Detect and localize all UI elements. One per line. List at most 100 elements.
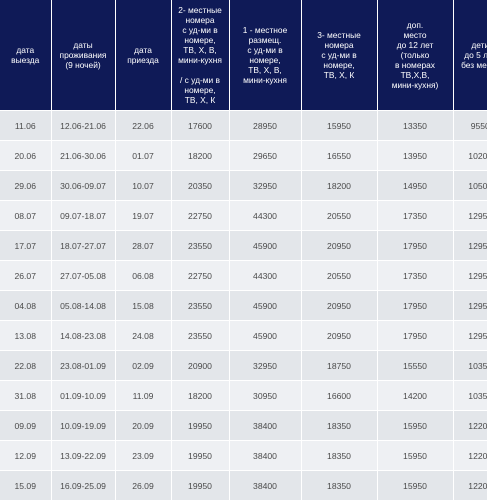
table-cell: 24.08: [115, 321, 171, 351]
table-cell: 20950: [301, 231, 377, 261]
header-departure-date: дата выезда: [0, 0, 51, 111]
table-cell: 32950: [229, 171, 301, 201]
header-label: доп. место до 12 лет (только в номерах Т…: [380, 20, 451, 90]
table-cell: 06.08: [115, 261, 171, 291]
table-cell: 15.09: [0, 471, 51, 501]
table-cell: 15950: [377, 471, 453, 501]
table-cell: 22.06: [115, 111, 171, 141]
header-stay-dates: даты проживания (9 ночей): [51, 0, 115, 111]
table-cell: 38400: [229, 411, 301, 441]
table-cell: 09.07-18.07: [51, 201, 115, 231]
table-cell: 38400: [229, 471, 301, 501]
table-cell: 11.09: [115, 381, 171, 411]
table-cell: 13950: [377, 141, 453, 171]
table-cell: 08.07: [0, 201, 51, 231]
header-row: дата выезда даты проживания (9 ночей) да…: [0, 0, 487, 111]
table-cell: 02.09: [115, 351, 171, 381]
table-cell: 44300: [229, 201, 301, 231]
table-cell: 18750: [301, 351, 377, 381]
table-cell: 04.08: [0, 291, 51, 321]
table-cell: 09.09: [0, 411, 51, 441]
table-cell: 23550: [171, 291, 229, 321]
table-cell: 23550: [171, 321, 229, 351]
header-label: 1 - местное размещ. с уд-ми в номере, ТВ…: [232, 25, 299, 85]
table-cell: 31.08: [0, 381, 51, 411]
table-cell: 13.08: [0, 321, 51, 351]
table-cell: 38400: [229, 441, 301, 471]
table-cell: 17.07: [0, 231, 51, 261]
header-label: дата выезда: [2, 45, 49, 65]
table-cell: 14200: [377, 381, 453, 411]
table-cell: 01.07: [115, 141, 171, 171]
table-cell: 26.09: [115, 471, 171, 501]
table-cell: 20550: [301, 201, 377, 231]
header-double-room: 2- местные номера с уд-ми в номере, ТВ, …: [171, 0, 229, 111]
header-extra-bed: доп. место до 12 лет (только в номерах Т…: [377, 0, 453, 111]
table-cell: 15.08: [115, 291, 171, 321]
header-label: 2- местные номера с уд-ми в номере, ТВ, …: [174, 5, 227, 105]
table-cell: 17950: [377, 231, 453, 261]
table-cell: 01.09-10.09: [51, 381, 115, 411]
table-cell: 19950: [171, 441, 229, 471]
table-cell: 45900: [229, 291, 301, 321]
table-cell: 12.06-21.06: [51, 111, 115, 141]
table-cell: 12200: [453, 441, 487, 471]
table-cell: 29650: [229, 141, 301, 171]
header-children-no-bed: дети до 5 лет без места: [453, 0, 487, 111]
table-cell: 45900: [229, 231, 301, 261]
table-cell: 30.06-09.07: [51, 171, 115, 201]
table-cell: 18350: [301, 411, 377, 441]
table-cell: 17600: [171, 111, 229, 141]
header-arrival-date: дата приезда: [115, 0, 171, 111]
table-cell: 20550: [301, 261, 377, 291]
table-cell: 15550: [377, 351, 453, 381]
table-cell: 9550: [453, 111, 487, 141]
table-cell: 10.07: [115, 171, 171, 201]
table-cell: 28.07: [115, 231, 171, 261]
table-cell: 14.08-23.08: [51, 321, 115, 351]
table-cell: 30950: [229, 381, 301, 411]
table-cell: 14950: [377, 171, 453, 201]
table-cell: 18.07-27.07: [51, 231, 115, 261]
table-cell: 22.08: [0, 351, 51, 381]
table-cell: 12200: [453, 471, 487, 501]
table-cell: 15950: [301, 111, 377, 141]
table-cell: 12200: [453, 411, 487, 441]
table-cell: 15950: [377, 441, 453, 471]
header-label: 3- местные номера с уд-ми в номере, ТВ, …: [304, 30, 375, 80]
table-cell: 29.06: [0, 171, 51, 201]
table-cell: 18200: [171, 381, 229, 411]
table-cell: 19950: [171, 471, 229, 501]
table-cell: 19.07: [115, 201, 171, 231]
table-cell: 20.09: [115, 411, 171, 441]
table-cell: 23550: [171, 231, 229, 261]
table-cell: 13.09-22.09: [51, 441, 115, 471]
table-cell: 18200: [171, 141, 229, 171]
table-cell: 20950: [301, 321, 377, 351]
table-cell: 20900: [171, 351, 229, 381]
table-cell: 12.09: [0, 441, 51, 471]
table-cell: 10.09-19.09: [51, 411, 115, 441]
table-cell: 27.07-05.08: [51, 261, 115, 291]
header-label: дата приезда: [118, 45, 169, 65]
table-cell: 28950: [229, 111, 301, 141]
table-cell: 21.06-30.06: [51, 141, 115, 171]
table-cell: 18200: [301, 171, 377, 201]
header-label: дети до 5 лет без места: [456, 40, 487, 70]
table-cell: 32950: [229, 351, 301, 381]
